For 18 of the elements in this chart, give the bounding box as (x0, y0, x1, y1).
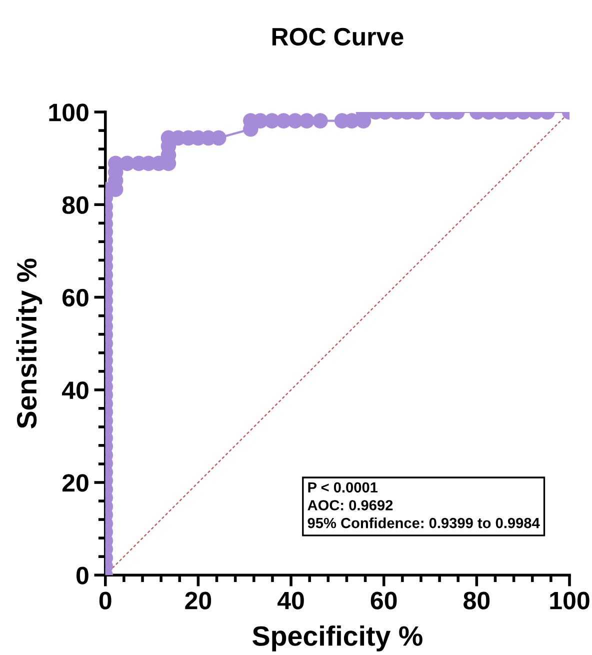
x-axis-title: Specificity % (252, 625, 422, 652)
y-axis-title: Sensitivity % (16, 258, 42, 428)
y-tick-label: 80 (62, 196, 88, 214)
x-tick-label: 60 (370, 592, 397, 610)
y-tick-label: 0 (76, 566, 88, 584)
x-tick-label: 100 (550, 592, 590, 610)
chart-title: ROC Curve (272, 28, 404, 46)
annotation: AOC: 0.9692 (308, 500, 393, 510)
y-tick-label: 100 (49, 104, 88, 122)
y-tick-label: 60 (62, 288, 88, 307)
x-tick-label: 80 (464, 592, 490, 610)
y-tick-label: 20 (62, 474, 88, 492)
x-tick-label: 40 (278, 592, 304, 610)
annotation: P < 0.0001 (308, 482, 378, 493)
x-tick-label: 20 (185, 592, 212, 610)
y-tick-label: 40 (62, 381, 88, 400)
x-tick-label: 0 (99, 592, 112, 610)
annotation: 95% Confidence: 0.9399 to 0.9984 (308, 518, 540, 528)
